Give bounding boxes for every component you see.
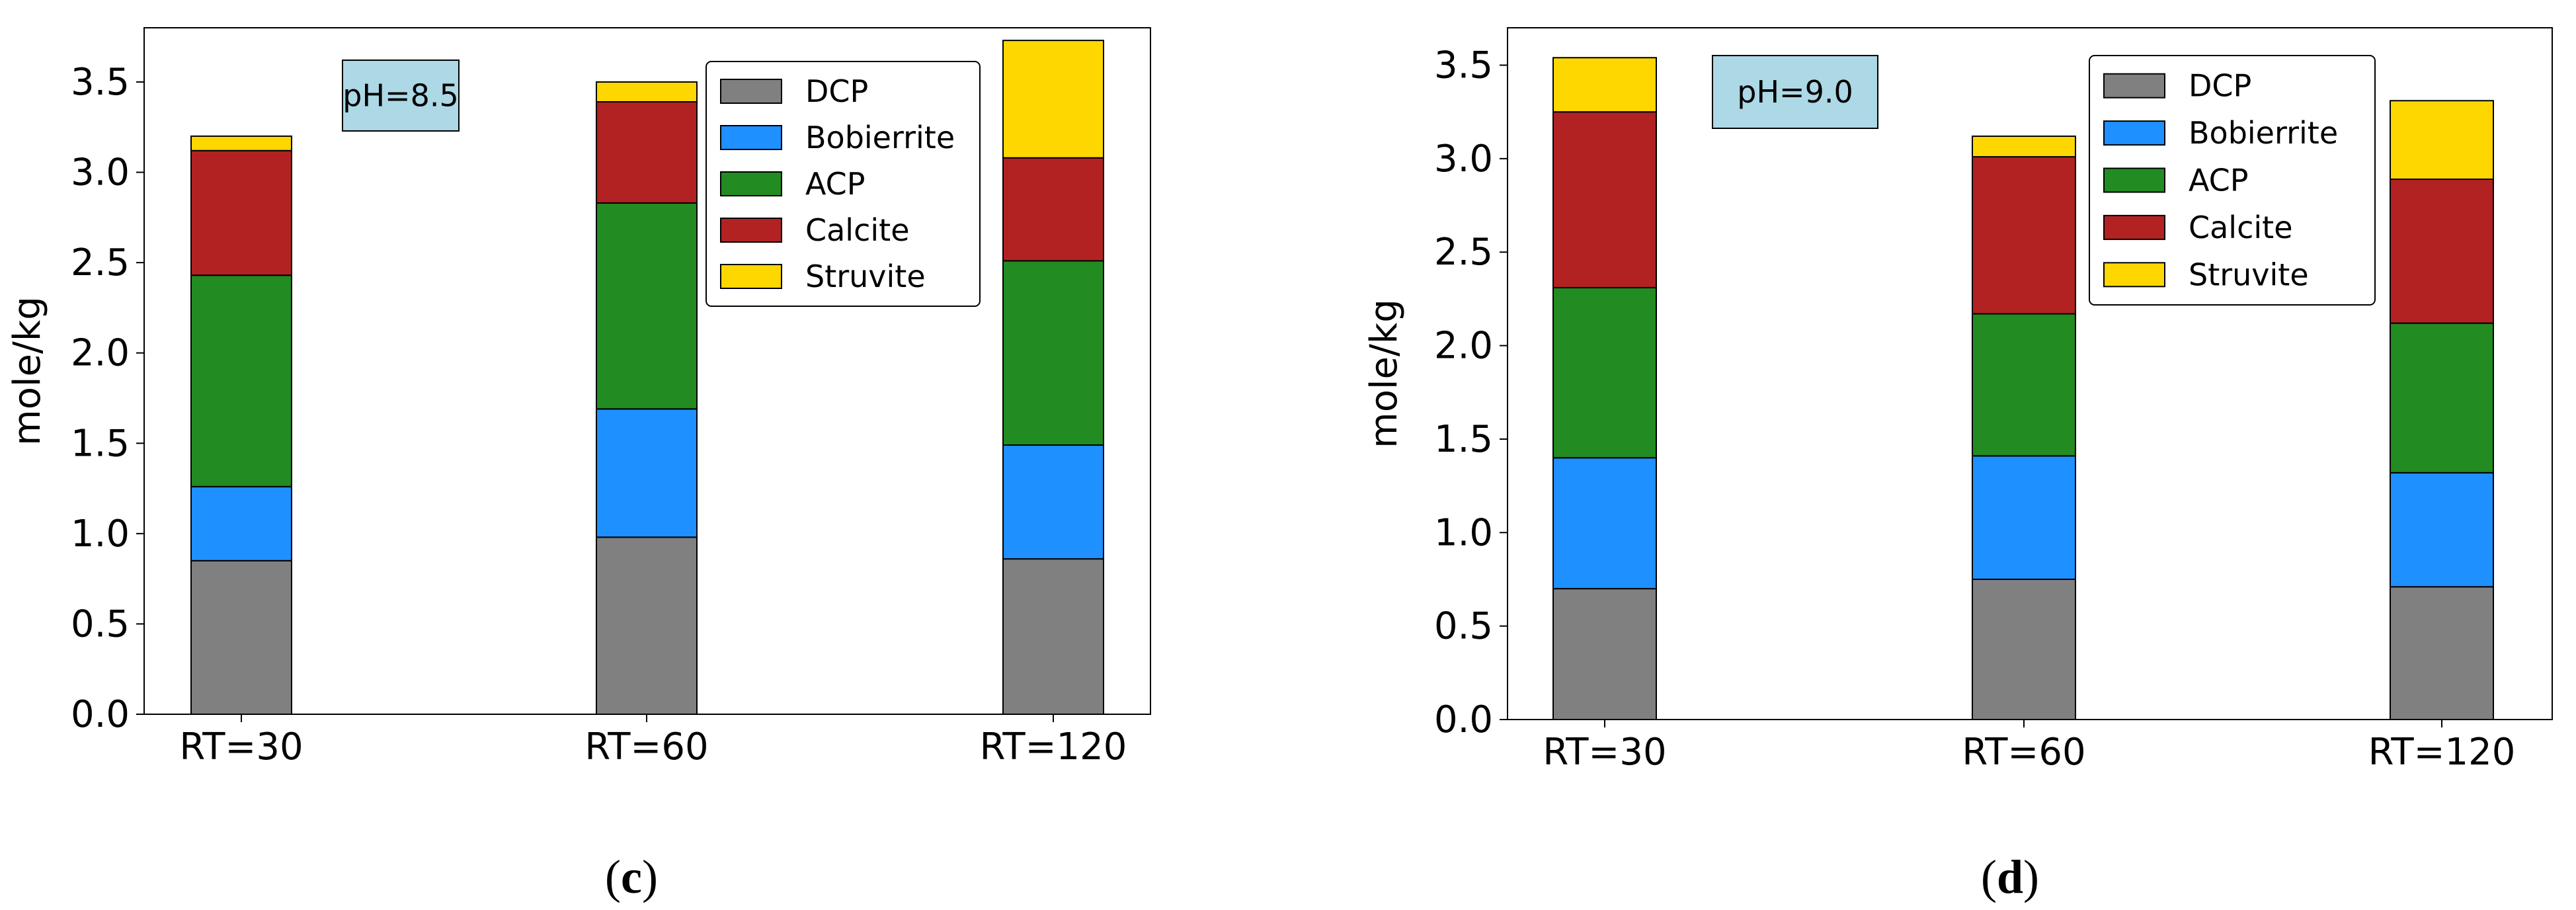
- y-tick-label: 2.5: [1434, 231, 1493, 274]
- bar-segment-calcite-1: [190, 149, 292, 276]
- y-tick-label: 0.0: [71, 693, 130, 736]
- legend-swatch-struvite: [2103, 262, 2165, 288]
- legend-label-bobierrite: Bobierrite: [2189, 115, 2338, 151]
- y-tick-label: 2.5: [71, 241, 130, 284]
- bar-segment-dcp-3: [1002, 558, 1104, 716]
- y-tick-label: 0.0: [1434, 698, 1493, 741]
- y-tick-label: 0.5: [71, 602, 130, 645]
- bar-segment-acp-3: [1002, 260, 1104, 446]
- bar-segment-acp-2: [596, 202, 698, 410]
- bar-segment-bobierrite-1: [190, 485, 292, 561]
- bar-segment-bobierrite-2: [596, 408, 698, 538]
- bar-segment-struvite-3: [2390, 100, 2494, 180]
- legend-swatch-bobierrite: [720, 125, 782, 150]
- legend-swatch-dcp: [720, 79, 782, 104]
- ph-annotation-box: [342, 60, 460, 132]
- y-tick-label: 3.5: [71, 61, 130, 104]
- legend-label-bobierrite: Bobierrite: [805, 120, 955, 155]
- bar-segment-calcite-1: [1552, 111, 1657, 288]
- legend-label-calcite: Calcite: [805, 212, 910, 248]
- y-tick-label: 1.0: [71, 513, 130, 556]
- bar-segment-bobierrite-3: [2390, 472, 2494, 588]
- chart-panel-c: RT=30 RT=60 RT=120 0.0 0.5 1.0 1.5 2.0 2.5 3.0 3.5…: [6, 27, 1151, 768]
- legend-label-acp: ACP: [805, 166, 865, 202]
- ph-annotation-box: [1712, 55, 1878, 129]
- legend-label-struvite: Struvite: [2189, 257, 2309, 292]
- bar-segment-bobierrite-2: [1972, 455, 2076, 580]
- y-tick-label: 1.0: [1434, 511, 1493, 554]
- bar-segment-calcite-2: [596, 101, 698, 204]
- legend-swatch-acp: [720, 171, 782, 196]
- y-tick-label: 2.0: [1434, 325, 1493, 368]
- x-tick-label: RT=60: [1962, 731, 2085, 774]
- legend-swatch-struvite: [720, 264, 782, 289]
- legend: DCP Bobierrite ACP Calcite Struvite: [705, 61, 981, 307]
- bar-segment-dcp-1: [1552, 588, 1657, 720]
- x-tick-label: RT=30: [179, 725, 303, 768]
- bar-segment-dcp-3: [2390, 586, 2494, 720]
- x-tick-label: RT=120: [980, 725, 1127, 768]
- legend-label-dcp: DCP: [805, 73, 868, 109]
- bar-segment-struvite-1: [190, 135, 292, 151]
- bar-segment-struvite-2: [1972, 135, 2076, 158]
- ph-annotation-text: pH=9.0: [1737, 74, 1853, 110]
- legend-box: [705, 61, 981, 307]
- bar-segment-bobierrite-1: [1552, 457, 1657, 590]
- bar-segment-acp-3: [2390, 322, 2494, 474]
- bar-segment-struvite-1: [1552, 57, 1657, 113]
- legend-box: [2089, 55, 2376, 306]
- x-tick-label: RT=30: [1543, 731, 1666, 774]
- bar-segment-acp-2: [1972, 313, 2076, 457]
- bar-segment-acp-1: [1552, 286, 1657, 459]
- bar-segment-dcp-2: [596, 536, 698, 715]
- legend: DCP Bobierrite ACP Calcite Struvite: [2089, 55, 2376, 306]
- panel-label-d: (d): [1981, 850, 2039, 903]
- bar-segment-calcite-3: [2390, 178, 2494, 324]
- panel-label-c: (c): [605, 850, 658, 903]
- chart-panel-d: RT=30 RT=60 RT=120 0.0 0.5 1.0 1.5 2.0 2.5 3.0 3.5…: [1363, 27, 2553, 774]
- y-tick-label: 1.5: [71, 422, 130, 465]
- ph-annotation-text: pH=8.5: [342, 78, 459, 114]
- bar-segment-struvite-3: [1002, 40, 1104, 159]
- legend-label-struvite: Struvite: [805, 259, 926, 294]
- legend-swatch-calcite: [2103, 214, 2165, 240]
- bar-segment-dcp-2: [1972, 578, 2076, 720]
- x-tick-label: RT=120: [2368, 731, 2516, 774]
- y-tick-label: 2.0: [71, 332, 130, 375]
- legend-swatch-dcp: [2103, 73, 2165, 99]
- y-tick-label: 3.5: [1434, 44, 1493, 87]
- bar-segment-bobierrite-3: [1002, 444, 1104, 560]
- y-tick-label: 0.5: [1434, 605, 1493, 648]
- legend-swatch-acp: [2103, 167, 2165, 193]
- bar-segment-dcp-1: [190, 559, 292, 715]
- bar-segment-acp-1: [190, 274, 292, 487]
- legend-label-dcp: DCP: [2189, 68, 2251, 104]
- y-axis-label: mole/kg: [6, 296, 49, 446]
- bar-segment-calcite-2: [1972, 156, 2076, 315]
- legend-label-acp: ACP: [2189, 163, 2249, 198]
- y-tick-label: 1.5: [1434, 418, 1493, 461]
- y-tick-label: 3.0: [71, 151, 130, 194]
- bar-segment-struvite-2: [596, 81, 698, 103]
- y-axis-label: mole/kg: [1363, 299, 1406, 448]
- legend-swatch-bobierrite: [2103, 120, 2165, 146]
- legend-swatch-calcite: [720, 218, 782, 243]
- y-tick-label: 3.0: [1434, 138, 1493, 181]
- x-tick-label: RT=60: [584, 725, 708, 768]
- legend-label-calcite: Calcite: [2189, 210, 2293, 245]
- bar-segment-calcite-3: [1002, 157, 1104, 262]
